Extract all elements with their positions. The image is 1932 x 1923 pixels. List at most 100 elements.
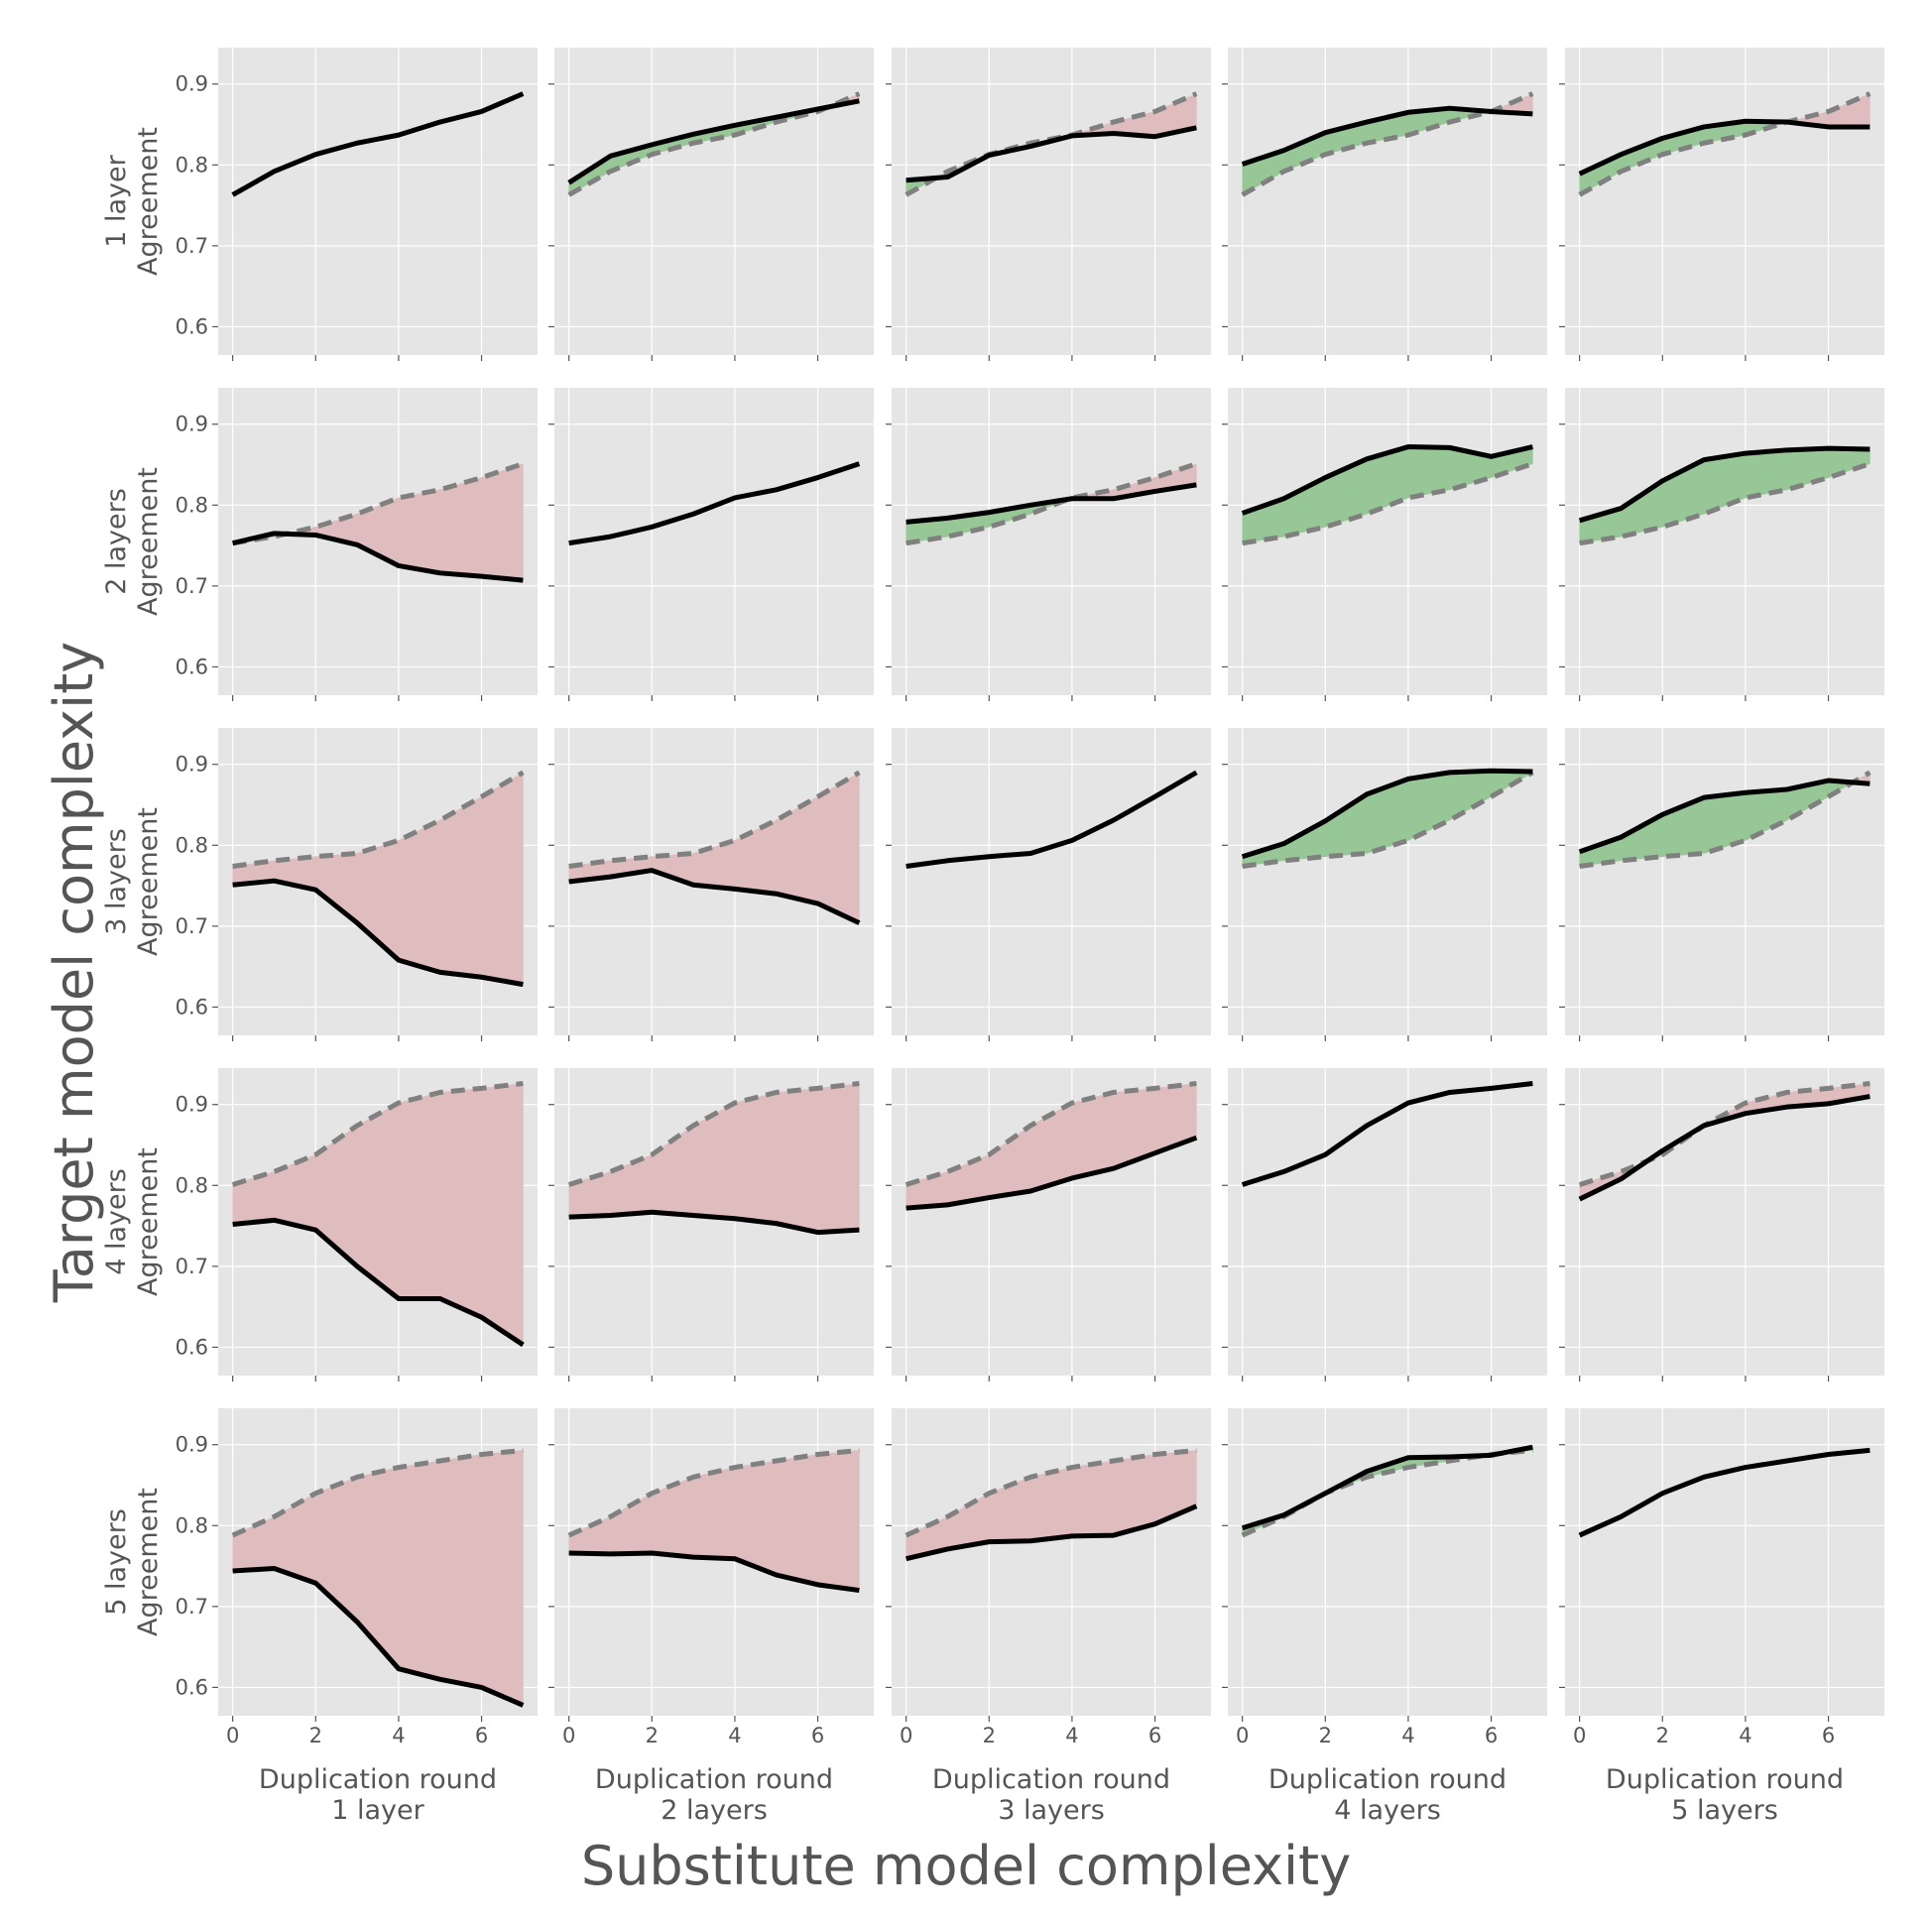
x-tick-label: 6 [1485,1724,1498,1747]
fill-region [439,1454,482,1688]
x-axis-label: Duplication round [259,1764,497,1795]
subplot-r2-c1: 0.6 0.7 0.8 0.9 2 layers Agreement [101,388,538,701]
subplot-grid: 0.60.70.80.91 layer Agreement0.60.70.80.9… [101,48,1884,1826]
x-tick-label: 4 [1401,1724,1414,1747]
subplot-r1-c4 [1222,48,1547,361]
y-tick-label: 0.8 [176,1173,208,1197]
x-tick-label: 4 [728,1724,741,1747]
plot-background [554,388,874,695]
sup-x-label: Substitute model complexity [581,1835,1351,1897]
x-tick-label: 6 [1822,1724,1835,1747]
subplot-r2-c4 [1222,388,1547,701]
y-tick-label: 0.9 [176,413,208,436]
fill-region [692,1467,736,1560]
subplot-r2-c5 [1559,388,1884,701]
agreement-line [568,461,861,546]
x-tick-label: 2 [1319,1724,1332,1747]
y-axis-label: Agreement [133,1147,164,1296]
y-tick-label: 0.6 [176,655,208,678]
baseline-dashed-line [1579,461,1872,546]
subplot-r1-c3 [886,48,1211,361]
fill-region [817,1083,860,1233]
agreement-line [906,1503,1198,1562]
subplot-r2-c3 [886,388,1211,701]
baseline-dashed-line [568,770,861,869]
fill-region [481,772,524,985]
y-tick-label: 0.7 [176,1255,208,1278]
subplot-r3-c3 [886,728,1211,1041]
y-tick-label: 0.7 [176,914,208,938]
agreement-line [568,868,861,925]
plot-background [1565,48,1884,355]
row-label: 1 layer [101,154,132,247]
agreement-line [1578,778,1871,855]
x-axis-label: Duplication round [1268,1764,1507,1795]
plot-background [1228,48,1547,355]
subplot-r1-c2 [548,48,874,361]
y-tick-label: 0.9 [176,72,208,96]
column-label: 4 layers [1334,1795,1441,1826]
x-tick-label: 0 [1236,1724,1249,1747]
baseline-dashed-line [905,1447,1197,1538]
fill-region [398,819,441,973]
baseline-dashed-line [905,1081,1197,1187]
x-axis-label: Duplication round [1606,1764,1844,1795]
plot-background [218,48,538,355]
baseline-dashed-line [567,1081,860,1187]
x-tick-label: 0 [226,1724,239,1747]
plot-background [1565,1408,1884,1716]
y-axis-label: Agreement [133,127,164,276]
agreement-line [231,91,525,197]
subplot-r2-c2 [548,388,874,701]
column-label: 2 layers [661,1795,768,1826]
row-label: 3 layers [101,828,132,935]
y-tick-label: 0.7 [176,234,208,258]
agreement-line [906,125,1197,183]
agreement-line [232,1566,525,1708]
baseline-dashed-line [567,1447,860,1538]
baseline-dashed-line [231,1447,524,1538]
agreement-line [567,98,860,185]
agreement-line [568,1209,860,1236]
fill-region [1071,1092,1115,1179]
x-axis-label: Duplication round [595,1764,833,1795]
y-axis-label: Agreement [133,1488,164,1636]
plot-background [1565,728,1884,1035]
subplot-r3-c5 [1559,728,1884,1041]
x-tick-label: 4 [1739,1724,1751,1747]
column-label: 3 layers [998,1795,1105,1826]
baseline-dashed-line [232,770,525,869]
agreement-line [1578,1447,1871,1538]
agreement-line [1241,768,1533,860]
baseline-dashed-line [1579,770,1872,869]
agreement-line [1241,444,1533,516]
y-tick-label: 0.6 [176,1335,208,1359]
subplot-r3-c2 [548,728,874,1041]
agreement-line [1578,1094,1871,1202]
y-tick-label: 0.8 [176,833,208,857]
subplot-r4-c4 [1222,1068,1547,1382]
plot-background [1228,1408,1547,1716]
x-tick-label: 0 [900,1724,912,1747]
subplot-r4-c3 [886,1068,1211,1382]
x-axis-label: Duplication round [932,1764,1170,1795]
row-label: 2 layers [101,488,132,595]
x-tick-label: 6 [1148,1724,1161,1747]
agreement-line [1578,445,1871,524]
agreement-line [232,531,524,583]
agreement-line [232,1217,525,1348]
fill-region [398,1460,441,1680]
plot-background [892,728,1211,1035]
fill-region [481,1450,524,1706]
y-tick-label: 0.8 [176,493,208,517]
y-tick-label: 0.9 [176,753,208,777]
y-tick-label: 0.6 [176,995,208,1019]
x-tick-label: 0 [1573,1724,1586,1747]
x-tick-label: 2 [309,1724,322,1747]
agreement-line [232,878,524,988]
plot-background [1565,388,1884,695]
x-tick-label: 6 [475,1724,488,1747]
